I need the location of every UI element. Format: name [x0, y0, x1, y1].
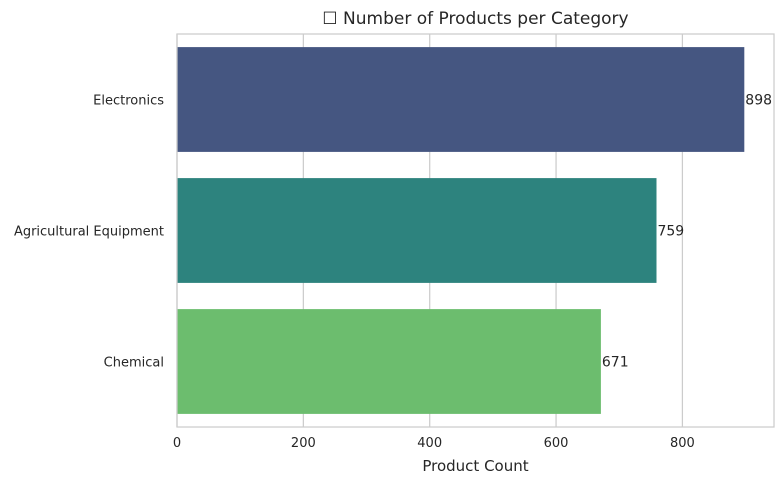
bar [177, 309, 601, 414]
bars [177, 47, 745, 414]
x-tick-label: 600 [544, 436, 569, 451]
x-tick-label: 200 [291, 436, 316, 451]
x-tick-label: 400 [417, 436, 442, 451]
plot-frame [176, 33, 775, 428]
value-labels: 898 759 671 [602, 93, 772, 371]
category-label: Agricultural Equipment [14, 225, 164, 240]
x-axis-ticks: 0 200 400 600 800 [173, 436, 695, 451]
x-tick-label: 800 [670, 436, 695, 451]
chart-title: ☐ Number of Products per Category [322, 9, 628, 29]
y-axis-categories: Electronics Agricultural Equipment Chemica… [14, 94, 164, 371]
value-label: 759 [657, 224, 684, 240]
value-label: 898 [745, 93, 772, 109]
bar [177, 178, 657, 283]
value-label: 671 [602, 355, 629, 371]
category-label: Chemical [104, 356, 164, 371]
category-label: Electronics [93, 94, 164, 109]
bar [177, 47, 745, 152]
x-tick-label: 0 [173, 436, 181, 451]
x-axis-title: Product Count [422, 457, 528, 475]
